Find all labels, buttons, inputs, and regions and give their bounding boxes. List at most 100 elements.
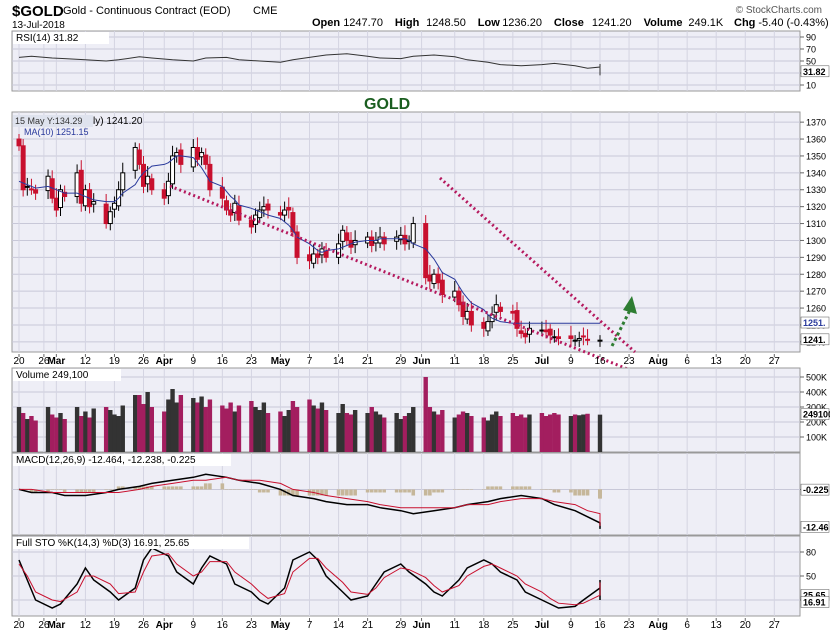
ohlc-row: Open 1247.70 High 1248.50 Low 1236.20 Close 124… (312, 17, 829, 29)
breakout-arrow-head (623, 296, 637, 314)
macd-hist-bar (423, 489, 428, 496)
volume-bar (91, 408, 96, 452)
volume-legend: Volume 249,100 (16, 370, 89, 381)
x-tick-label: 21 (362, 620, 374, 631)
x-tick-label: 7 (307, 356, 313, 367)
brand-logo: © StockCharts.com (736, 5, 822, 16)
volume-bar (431, 411, 437, 452)
x-tick-label: Mar (47, 620, 65, 631)
volume-bar (394, 413, 399, 452)
candlestick-series (16, 133, 603, 347)
macd-signal-line (19, 476, 601, 526)
volume-bar (178, 395, 184, 452)
candle-body (33, 189, 39, 194)
macd-hist-bar (482, 489, 486, 490)
volume-bar (191, 398, 196, 452)
last-value-box (800, 521, 830, 533)
x-tick-label: 20 (13, 356, 25, 367)
last-value-label: 1241. (803, 335, 826, 345)
ohlc-value: -5.40 (-0.43%) (758, 17, 828, 29)
macd-hist-bar (469, 489, 474, 490)
instrument-name: Gold - Continuous Contract (EOD) (63, 5, 231, 17)
macd-hist-bar (598, 489, 602, 490)
x-tick-label: 23 (246, 620, 258, 631)
macd-hist-bar (137, 486, 142, 490)
macd-hist-bar (552, 489, 557, 493)
candle-body (323, 250, 329, 258)
candle-body (207, 163, 213, 191)
macd-hist-bar (365, 489, 370, 493)
macd-hist-bar (581, 489, 586, 496)
volume-bar (33, 420, 38, 452)
macd-hist-bar (598, 489, 602, 493)
tooltip-box (13, 115, 93, 127)
volume-bar (465, 413, 470, 452)
x-tick-label: 16 (217, 356, 229, 367)
x-tick-label: 20 (740, 620, 752, 631)
macd-hist-bar (374, 489, 378, 493)
macd-hist-bar (573, 489, 577, 496)
macd-hist-bar (179, 486, 183, 490)
candle-body (82, 189, 88, 207)
volume-bar (315, 408, 320, 452)
volume-bar (103, 407, 109, 452)
price-panel: 1370136013501340133013201310130012901280… (11, 96, 830, 380)
volume-bar (543, 416, 549, 452)
macd-hist-bar (195, 486, 200, 490)
macd-hist-bar (295, 489, 299, 496)
x-tick-label: Aug (648, 620, 667, 631)
x-tick-label: 11 (450, 620, 461, 631)
volume-bar (344, 413, 350, 452)
macd-hist-bar (316, 489, 320, 496)
candle-body (543, 329, 549, 333)
macd-hist-bar (104, 489, 108, 490)
x-tick-label: Jul (535, 356, 550, 367)
macd-hist-bar (440, 489, 445, 493)
candle-body (597, 339, 603, 342)
exchange: CME (253, 5, 277, 17)
macd-hist-bar (399, 489, 403, 493)
x-tick-label: 19 (109, 356, 121, 367)
candle-body (568, 335, 574, 339)
x-tick-label: 14 (333, 620, 345, 631)
macd-hist-bar (174, 486, 179, 490)
last-value-box (800, 333, 830, 346)
volume-bar (58, 413, 63, 452)
macd-hist-bar (556, 489, 561, 493)
candle-body (120, 172, 126, 191)
macd-hist-bar (324, 489, 328, 496)
macd-hist-bar (494, 486, 499, 490)
macd-hist-bar (120, 486, 125, 490)
volume-bar (527, 414, 532, 452)
macd-hist-bar (345, 489, 349, 496)
last-value-box (800, 316, 830, 329)
x-tick-label: 16 (594, 620, 606, 631)
volume-bar (494, 411, 499, 452)
y-tick-label: 100K (806, 433, 827, 443)
ohlc-value: 1241.20 (592, 17, 632, 29)
ohlc-label: High (395, 17, 420, 29)
macd-line (18, 473, 601, 529)
candle-body (248, 219, 254, 228)
volume-bar (87, 417, 92, 452)
chart-date: 13-Jul-2018 (12, 20, 65, 31)
x-tick-label: Jul (535, 620, 550, 631)
x-tick-label: 23 (623, 356, 635, 367)
candle-body (219, 186, 225, 199)
upper-trendline (439, 176, 636, 354)
macd-hist-bar (378, 489, 382, 493)
volume-bar (141, 404, 146, 452)
macd-hist-bar (403, 489, 407, 493)
volume-bar (261, 402, 267, 452)
macd-hist-bar (62, 489, 67, 493)
macd-hist-bar (527, 486, 532, 490)
candle-body (103, 203, 109, 225)
volume-bar (365, 413, 370, 452)
macd-hist-bar (411, 489, 416, 496)
x-tick-label: 19 (109, 620, 121, 631)
x-tick-label: 21 (362, 356, 374, 367)
y-tick-label: 1270 (806, 287, 826, 297)
y-tick-label: 1280 (806, 270, 826, 280)
volume-bar (257, 410, 262, 452)
